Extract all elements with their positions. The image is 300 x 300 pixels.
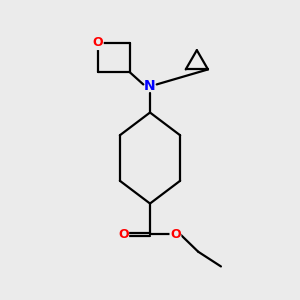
Text: O: O — [92, 36, 103, 50]
Text: N: N — [144, 79, 156, 93]
Text: O: O — [170, 228, 181, 241]
Text: O: O — [118, 228, 128, 241]
